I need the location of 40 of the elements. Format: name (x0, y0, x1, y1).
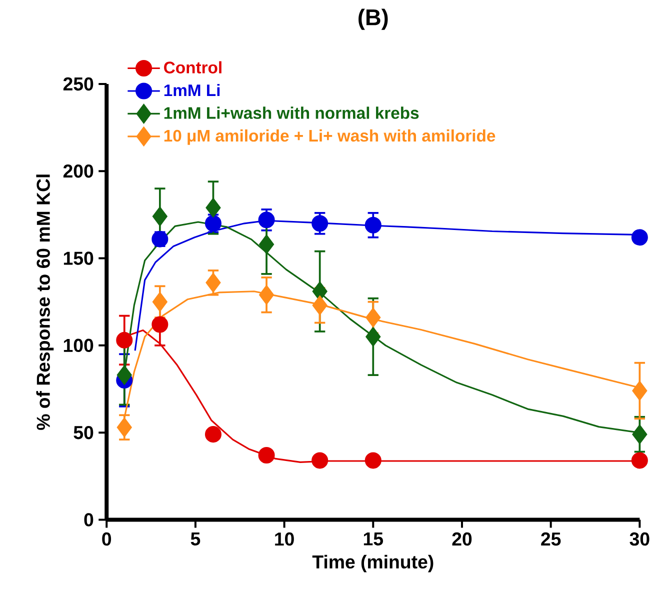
legend-label: Control (164, 61, 222, 74)
point (259, 234, 274, 254)
y-tick-label: 200 (63, 164, 94, 178)
point (366, 327, 381, 346)
point (259, 285, 274, 305)
point (206, 273, 221, 292)
x-axis-title: Time (minute) (312, 554, 434, 572)
point (116, 418, 132, 438)
point (152, 292, 168, 312)
y-tick-label: 0 (84, 513, 94, 526)
point (116, 366, 132, 385)
point (364, 217, 382, 234)
y-tick-label: 250 (63, 77, 94, 91)
point (312, 296, 328, 316)
y-tick-label: 150 (64, 252, 94, 266)
point (364, 452, 382, 469)
point (152, 316, 168, 333)
chart-title: (B) (358, 8, 388, 30)
x-tick-label: 10 (275, 532, 294, 546)
x-tick-label: 25 (541, 532, 561, 546)
x-tick-label: 15 (364, 532, 384, 546)
x-tick-label: 30 (630, 532, 650, 546)
point (258, 447, 275, 464)
legend-label: 10 μM amiloride + Li+ wash with amiloride (164, 130, 496, 146)
legend-label: 1mM Li (164, 84, 220, 96)
point (312, 215, 328, 232)
y-tick-label: 100 (64, 338, 94, 352)
point (366, 308, 381, 328)
point (204, 426, 222, 443)
point (312, 452, 328, 469)
y-tick-label: 50 (74, 426, 94, 440)
x-tick-label: 5 (190, 532, 200, 546)
point (206, 198, 221, 218)
y-axis-title: % of Response to 60 mM KCl (36, 174, 54, 430)
legend-label: 1mM Li+wash with normal krebs (164, 106, 419, 120)
point (152, 206, 168, 226)
x-tick-label: 20 (452, 532, 472, 546)
point (116, 332, 133, 349)
x-tick-label: 0 (102, 532, 112, 546)
point (258, 212, 275, 228)
